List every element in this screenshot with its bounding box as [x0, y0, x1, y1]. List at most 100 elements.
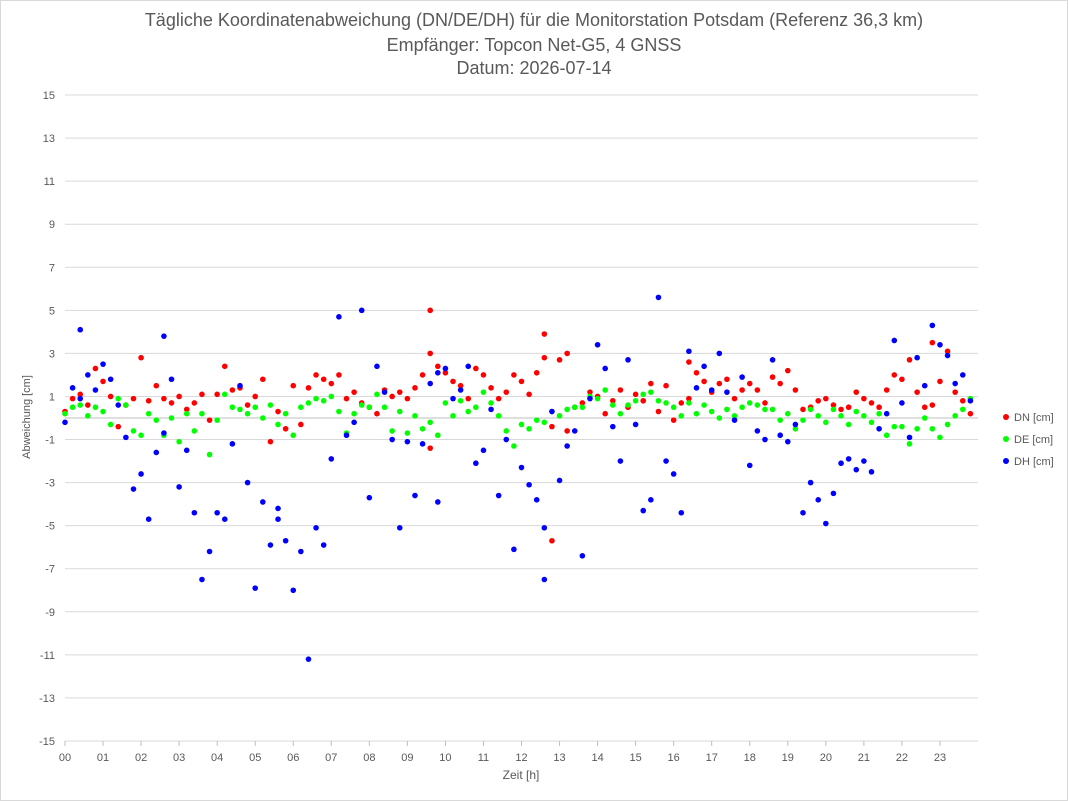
legend-label: DN [cm]	[1014, 412, 1054, 424]
x-tick-label: 11	[478, 752, 489, 764]
data-point	[594, 395, 601, 402]
data-point	[237, 406, 243, 413]
data-point	[883, 410, 890, 417]
data-point	[883, 387, 890, 393]
data-point	[769, 406, 776, 413]
data-point	[731, 417, 738, 423]
data-point	[305, 656, 312, 662]
data-point	[511, 443, 517, 449]
data-point	[320, 376, 327, 383]
data-point	[914, 425, 920, 432]
data-point	[845, 456, 852, 462]
data-point	[602, 387, 608, 393]
y-tick-label: -11	[40, 650, 55, 662]
x-axis-ticks: 00 01 02 03 04 05 06 07 08 09 10 11 12 13 14 15 16 17 18 19…	[59, 741, 946, 764]
data-point	[876, 410, 882, 417]
data-point	[906, 441, 913, 447]
data-point	[754, 428, 761, 434]
data-point	[602, 365, 608, 372]
data-point	[579, 553, 586, 559]
data-point	[967, 397, 974, 404]
data-point	[480, 389, 487, 395]
data-point	[807, 406, 814, 413]
data-point	[883, 432, 890, 439]
data-point	[206, 451, 213, 458]
data-point	[549, 423, 555, 430]
x-tick-label: 23	[934, 752, 946, 764]
data-point	[442, 400, 449, 406]
data-point	[579, 400, 586, 406]
data-point	[260, 415, 266, 421]
data-point	[419, 372, 426, 378]
y-tick-label: 9	[49, 219, 55, 231]
y-tick-label: -3	[45, 478, 55, 490]
data-point	[640, 391, 647, 398]
data-point	[815, 413, 822, 419]
data-point	[937, 378, 943, 385]
data-point	[716, 350, 723, 357]
data-point	[298, 421, 304, 428]
data-point	[107, 376, 114, 383]
data-point	[853, 389, 860, 395]
data-point	[610, 397, 616, 404]
data-point	[85, 413, 91, 419]
x-tick-label: 18	[744, 752, 756, 764]
x-tick-label: 15	[630, 752, 642, 764]
data-point	[275, 505, 281, 512]
data-point	[366, 404, 373, 411]
data-point	[845, 404, 852, 411]
data-point	[541, 576, 548, 583]
y-tick-label: 5	[49, 305, 55, 317]
data-point	[777, 417, 783, 423]
data-point	[374, 410, 380, 417]
data-point	[442, 365, 449, 372]
data-point	[762, 406, 768, 413]
data-point	[435, 363, 441, 370]
data-point	[670, 471, 677, 477]
data-point	[290, 587, 297, 594]
data-point	[861, 395, 867, 402]
data-point	[275, 516, 281, 523]
data-point	[929, 322, 936, 329]
data-point	[77, 391, 84, 398]
data-point	[899, 423, 905, 430]
data-point	[229, 404, 236, 411]
data-point	[678, 400, 685, 406]
data-point	[716, 415, 723, 421]
data-point	[731, 395, 738, 402]
data-point	[145, 516, 152, 523]
data-point	[868, 469, 875, 475]
data-point	[419, 425, 426, 432]
data-point	[739, 404, 745, 411]
y-axis-label: Abweichung [cm]	[21, 375, 33, 459]
data-point	[686, 359, 692, 365]
data-point	[686, 395, 692, 402]
data-point	[564, 350, 570, 357]
data-point	[381, 389, 388, 395]
data-point	[138, 354, 144, 361]
data-point	[784, 410, 791, 417]
data-point	[929, 402, 936, 408]
data-point	[85, 402, 91, 408]
data-point	[183, 447, 190, 454]
data-point	[792, 425, 799, 432]
data-point	[853, 466, 860, 473]
series-2	[62, 294, 974, 662]
data-point	[168, 415, 175, 421]
data-point	[282, 537, 289, 544]
data-point	[130, 486, 137, 492]
data-point	[861, 413, 867, 419]
data-point	[708, 387, 715, 393]
data-point	[214, 391, 220, 398]
data-point	[62, 410, 68, 417]
data-point	[404, 395, 411, 402]
data-point	[100, 378, 106, 385]
data-point	[435, 499, 441, 505]
data-point	[252, 585, 259, 591]
data-point	[427, 380, 434, 387]
data-point	[556, 413, 563, 419]
data-point	[77, 402, 84, 408]
data-point	[511, 372, 517, 378]
x-tick-label: 21	[858, 752, 870, 764]
